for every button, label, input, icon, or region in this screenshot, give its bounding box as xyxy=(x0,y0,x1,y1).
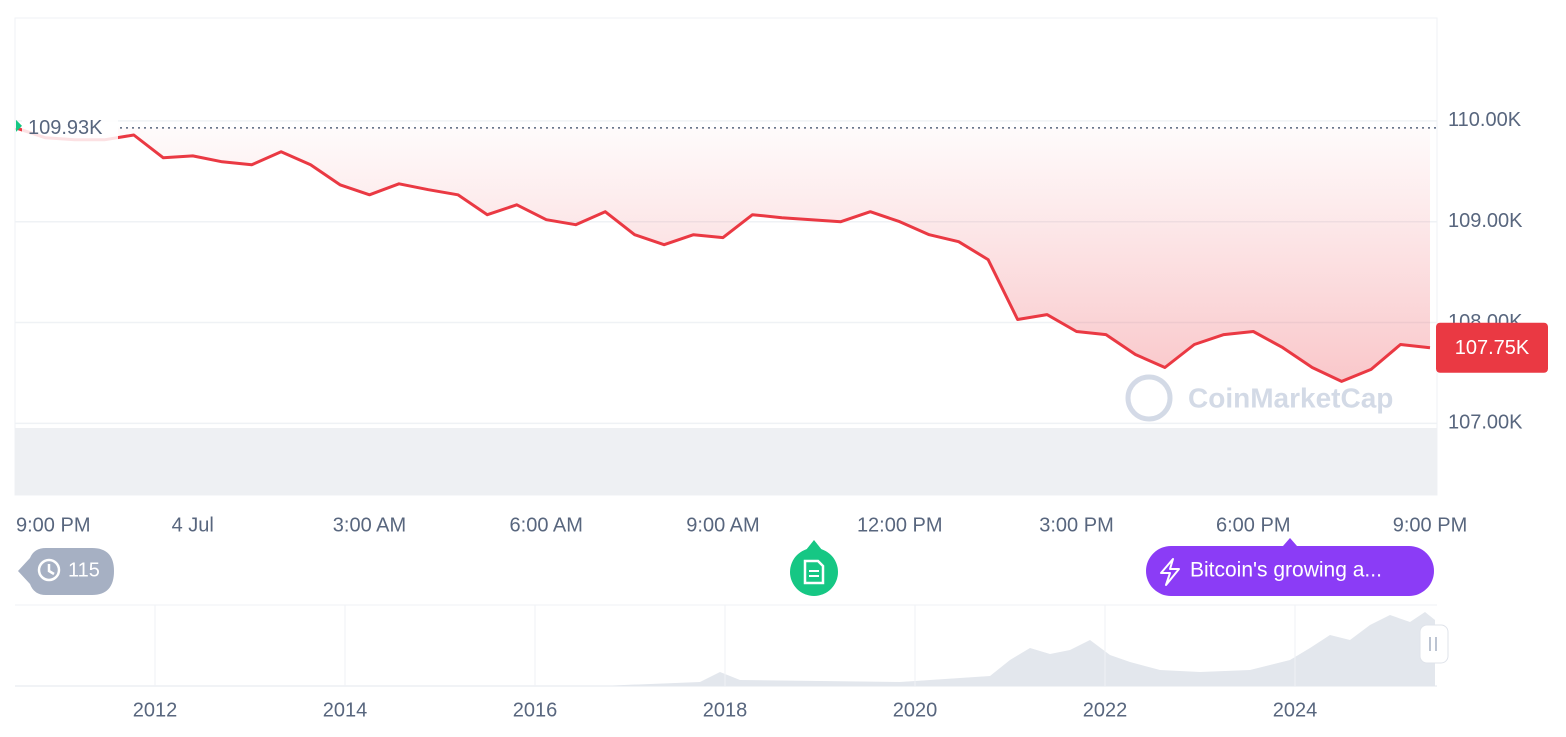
navigator-handle[interactable] xyxy=(1419,624,1449,664)
area-layer xyxy=(16,127,1430,382)
news-pill-point xyxy=(1283,538,1297,546)
x-tick-label: 9:00 PM xyxy=(1393,514,1467,536)
history-icon-hands xyxy=(47,564,55,576)
news-pill[interactable]: Bitcoin's growing a... xyxy=(1146,538,1434,596)
y-tick-label: 110.00K xyxy=(1448,109,1522,131)
last-price-label: 107.75K xyxy=(1455,337,1530,359)
x-tick-label: 9:00 PM xyxy=(16,514,90,536)
x-tick-label: 3:00 AM xyxy=(333,514,406,536)
navigator-tick-label: 2022 xyxy=(1083,699,1128,721)
navigator-tick-label: 2012 xyxy=(133,699,178,721)
x-tick-label: 6:00 PM xyxy=(1216,514,1290,536)
last-price-tag xyxy=(1436,322,1548,373)
navigator-tick-label: 2024 xyxy=(1273,699,1318,721)
y-tick-label: 109.00K xyxy=(1448,210,1523,232)
watermark-text: CoinMarketCap xyxy=(1188,382,1393,413)
doc-icon xyxy=(803,559,825,585)
x-tick-label: 6:00 AM xyxy=(510,514,583,536)
doc-icon-lines xyxy=(809,570,819,577)
history-badge[interactable]: 115 xyxy=(18,548,114,595)
watermark-logo xyxy=(1125,374,1173,422)
x-tick-label: 4 Jul xyxy=(172,514,214,536)
reference-marker xyxy=(16,119,22,132)
reference-label-bg xyxy=(22,113,118,142)
line-layer xyxy=(15,119,1437,383)
y-tick-label: 107.00K xyxy=(1448,412,1523,434)
history-badge-bg[interactable] xyxy=(18,548,114,595)
x-tick-label: 12:00 PM xyxy=(857,514,943,536)
navigator-handle-grip xyxy=(1429,637,1437,651)
navigator-area xyxy=(15,612,1435,686)
x-tick-label: 9:00 AM xyxy=(686,514,759,536)
navigator: 2012 2014 2016 2018 2020 2022 2024 xyxy=(15,604,1449,721)
price-line xyxy=(15,126,1431,383)
volume-area xyxy=(15,428,1437,495)
news-pill-bg[interactable] xyxy=(1146,546,1434,596)
navigator-tick-label: 2018 xyxy=(703,699,748,721)
navigator-tick-label: 2020 xyxy=(893,699,938,721)
news-marker-point xyxy=(806,540,822,550)
history-count: 115 xyxy=(68,559,100,581)
bolt-icon xyxy=(1160,558,1180,586)
x-tick-label: 3:00 PM xyxy=(1039,514,1113,536)
news-marker[interactable] xyxy=(790,540,838,596)
area-fill xyxy=(16,127,1430,382)
reference-label: 109.93K xyxy=(28,117,103,139)
navigator-tick-label: 2014 xyxy=(323,699,368,721)
history-icon xyxy=(37,558,61,582)
watermark: CoinMarketCap xyxy=(1125,374,1393,422)
navigator-tick-label: 2016 xyxy=(513,699,558,721)
news-pill-text: Bitcoin's growing a... xyxy=(1190,559,1382,582)
